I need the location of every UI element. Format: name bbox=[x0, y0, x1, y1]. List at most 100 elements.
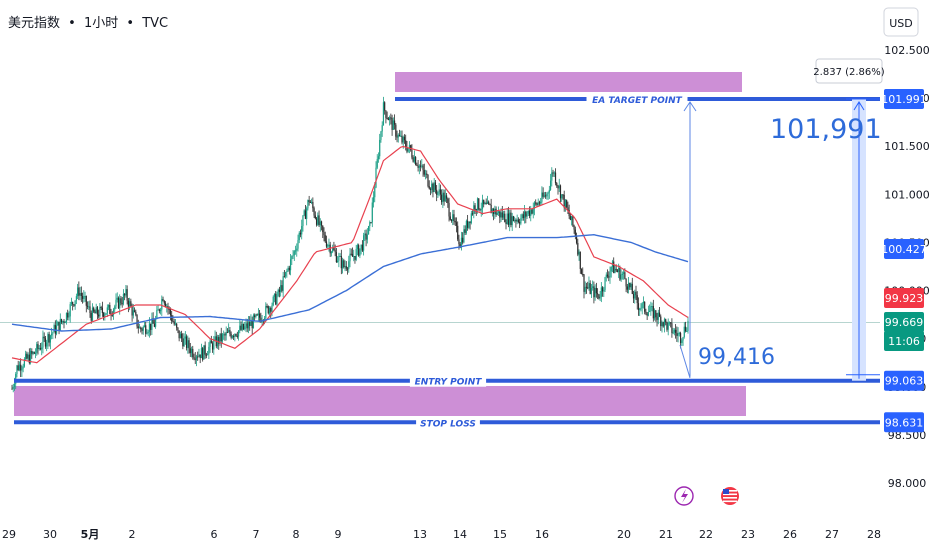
candle-body bbox=[98, 314, 100, 317]
candle-body bbox=[303, 210, 305, 216]
candle-body bbox=[189, 348, 191, 354]
candle-body bbox=[606, 274, 609, 277]
candle-body bbox=[377, 156, 380, 160]
candle-body bbox=[358, 245, 360, 256]
candle-body bbox=[137, 326, 139, 329]
candle-body bbox=[615, 268, 617, 271]
candle-body bbox=[473, 205, 475, 214]
candle-body bbox=[237, 330, 240, 337]
candle-body bbox=[509, 212, 511, 225]
candle-body bbox=[338, 256, 340, 261]
candle-body bbox=[661, 322, 663, 327]
candle-body bbox=[315, 218, 318, 225]
candle-body bbox=[646, 313, 648, 316]
candle-body bbox=[220, 333, 222, 342]
levels-layer: EA TARGET POINT ENTRY POINT STOP LOSS bbox=[14, 92, 880, 429]
candle-body bbox=[361, 244, 363, 251]
candle-body bbox=[395, 124, 397, 137]
candle-body bbox=[105, 313, 107, 315]
entry-level-label: ENTRY POINT bbox=[415, 378, 483, 388]
candle-body bbox=[150, 323, 152, 330]
time-tick-label: 23 bbox=[741, 528, 755, 541]
candle-body bbox=[393, 120, 396, 125]
price-tick-label: 102.500 bbox=[884, 44, 930, 57]
candle-body bbox=[281, 285, 283, 291]
candle-body bbox=[312, 201, 314, 209]
candle-body bbox=[434, 182, 437, 190]
candle-body bbox=[568, 210, 570, 217]
lightning-glyph bbox=[681, 489, 688, 503]
candle-body bbox=[515, 220, 517, 222]
candle-body bbox=[311, 201, 313, 203]
candle-body bbox=[12, 386, 14, 389]
symbol-name[interactable]: 美元指数 bbox=[8, 16, 61, 31]
candle-body bbox=[644, 301, 646, 312]
candle-body bbox=[53, 325, 55, 333]
target-level-label: EA TARGET POINT bbox=[592, 96, 683, 106]
candle-body bbox=[376, 159, 378, 168]
candle-body bbox=[479, 209, 481, 211]
candle-body bbox=[52, 332, 54, 334]
currency-button-frame[interactable] bbox=[883, 7, 919, 37]
candle-body bbox=[70, 302, 73, 305]
candle-body bbox=[25, 353, 27, 360]
candle-body bbox=[443, 192, 445, 202]
candle-body bbox=[208, 346, 210, 355]
candle-body bbox=[210, 340, 212, 344]
candle-body bbox=[205, 354, 207, 356]
candle-body bbox=[567, 207, 569, 211]
candle-body bbox=[247, 322, 250, 329]
candles-layer bbox=[11, 96, 689, 393]
time-tick-label: 5月 bbox=[81, 528, 100, 541]
candle-body bbox=[400, 135, 402, 137]
candle-body bbox=[65, 312, 68, 322]
interval-label[interactable]: 1小时 bbox=[83, 16, 119, 31]
candle-body bbox=[185, 336, 188, 348]
candle-body bbox=[90, 312, 92, 321]
candle-body bbox=[667, 322, 669, 330]
time-tick-label: 26 bbox=[783, 528, 797, 541]
candle-body bbox=[392, 120, 394, 130]
stop-level-label-bg bbox=[416, 416, 480, 429]
candle-body bbox=[480, 208, 482, 211]
candle-body bbox=[94, 311, 96, 314]
candle-body bbox=[49, 335, 51, 343]
candle-body bbox=[678, 333, 680, 335]
candle-body bbox=[197, 356, 199, 358]
candle-body bbox=[573, 225, 575, 230]
candle-body bbox=[221, 334, 224, 342]
candle-body bbox=[442, 192, 444, 203]
candle-body bbox=[655, 310, 657, 318]
candle-body bbox=[563, 194, 565, 208]
candle-body bbox=[307, 200, 309, 209]
candle-body bbox=[455, 222, 458, 226]
candle-body bbox=[188, 340, 190, 349]
candle-body bbox=[313, 208, 315, 216]
candle-body bbox=[302, 215, 304, 227]
candle-body bbox=[603, 289, 605, 292]
candle-body bbox=[462, 237, 464, 243]
candle-body bbox=[437, 192, 439, 195]
candle-body bbox=[532, 208, 534, 214]
candle-body bbox=[330, 251, 333, 254]
price-tick-label: 101.000 bbox=[884, 188, 930, 201]
candle-body bbox=[78, 287, 80, 296]
candle-body bbox=[266, 305, 268, 307]
candle-body bbox=[242, 323, 245, 330]
candle-body bbox=[157, 309, 159, 311]
candle-body bbox=[250, 320, 252, 326]
candle-body bbox=[267, 306, 269, 314]
candle-body bbox=[86, 305, 89, 307]
moving-averages-layer bbox=[11, 145, 689, 364]
currency-label[interactable]: USD bbox=[889, 17, 913, 30]
candle-body bbox=[349, 253, 351, 262]
candle-body bbox=[146, 333, 148, 335]
candle-body bbox=[308, 200, 310, 202]
price-badge-text: 99.669 bbox=[885, 316, 924, 329]
candle-body bbox=[193, 357, 195, 359]
candle-body bbox=[572, 216, 574, 226]
candle-body bbox=[490, 204, 492, 214]
candle-body bbox=[141, 329, 143, 331]
candle-body bbox=[171, 315, 173, 322]
